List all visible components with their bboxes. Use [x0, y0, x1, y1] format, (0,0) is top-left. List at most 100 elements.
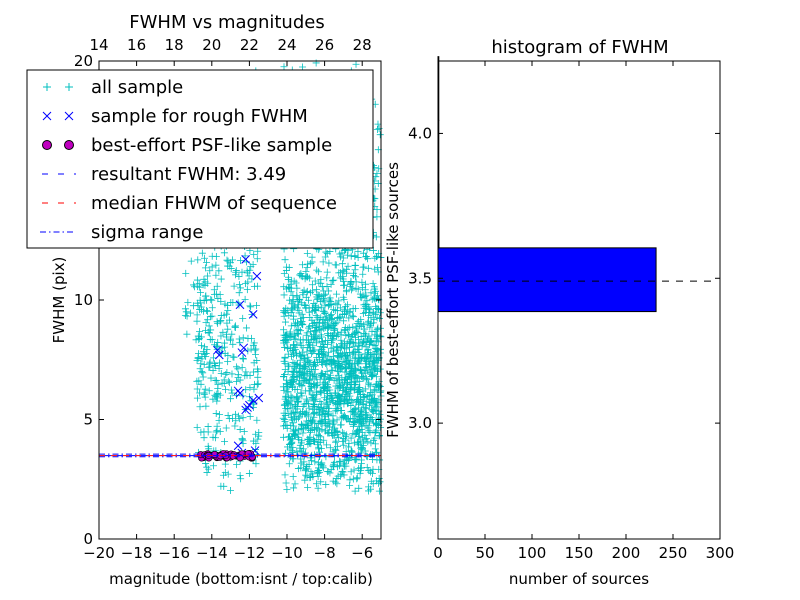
all-sample-point	[250, 359, 258, 367]
all-sample-point	[288, 446, 296, 454]
all-sample-point	[281, 417, 289, 425]
all-sample-point	[353, 388, 361, 396]
all-sample-point	[363, 463, 371, 471]
all-sample-point	[295, 376, 303, 384]
legend-plus-marker	[43, 83, 51, 91]
all-sample-point	[326, 294, 334, 302]
all-sample-point	[371, 254, 379, 262]
all-sample-point	[313, 266, 321, 274]
all-sample-point	[358, 278, 366, 286]
all-sample-point	[289, 384, 297, 392]
all-sample-point	[234, 371, 242, 379]
all-sample-point	[283, 330, 291, 338]
all-sample-point	[342, 302, 350, 310]
all-sample-point	[315, 279, 323, 287]
legend-box	[26, 69, 374, 249]
all-sample-point	[339, 293, 347, 301]
all-sample-point	[308, 281, 316, 289]
x-tick-label: 50	[475, 544, 494, 562]
all-sample-point	[331, 389, 339, 397]
all-sample-point	[360, 321, 368, 329]
all-sample-point	[317, 389, 325, 397]
all-sample-point	[371, 303, 379, 311]
all-sample-point	[373, 206, 381, 214]
all-sample-point	[187, 257, 195, 265]
all-sample-point	[202, 402, 210, 410]
legend-label: resultant FWHM: 3.49	[91, 164, 286, 185]
all-sample-point	[310, 381, 318, 389]
all-sample-point	[216, 318, 224, 326]
all-sample-point	[311, 458, 319, 466]
all-sample-point	[351, 456, 359, 464]
all-sample-point	[335, 384, 343, 392]
all-sample-point	[324, 321, 332, 329]
all-sample-point	[309, 319, 317, 327]
all-sample-point	[343, 265, 351, 273]
all-sample-point	[320, 394, 328, 402]
all-sample-point	[317, 433, 325, 441]
all-sample-point	[376, 431, 384, 439]
all-sample-point	[373, 314, 381, 322]
all-sample-point	[353, 428, 361, 436]
all-sample-point	[320, 287, 328, 295]
all-sample-point	[247, 345, 255, 353]
all-sample-point	[333, 319, 341, 327]
all-sample-point	[290, 376, 298, 384]
best-effort-point	[236, 454, 244, 462]
all-sample-point	[282, 379, 290, 387]
all-sample-point	[368, 405, 376, 413]
all-sample-point	[365, 483, 373, 491]
all-sample-point	[356, 464, 364, 472]
all-sample-point	[314, 464, 322, 472]
all-sample-point	[329, 412, 337, 420]
all-sample-point	[284, 399, 292, 407]
all-sample-point	[373, 367, 381, 375]
all-sample-point	[301, 476, 309, 484]
all-sample-point	[215, 365, 223, 373]
all-sample-point	[352, 339, 360, 347]
all-sample-point	[232, 268, 240, 276]
all-sample-point	[224, 412, 232, 420]
all-sample-point	[317, 342, 325, 350]
all-sample-point	[367, 353, 375, 361]
all-sample-point	[310, 409, 318, 417]
all-sample-point	[376, 131, 384, 139]
all-sample-point	[206, 335, 214, 343]
all-sample-point	[340, 441, 348, 449]
all-sample-point	[376, 411, 384, 419]
all-sample-point	[322, 481, 330, 489]
all-sample-point	[216, 411, 224, 419]
all-sample-point	[314, 484, 322, 492]
all-sample-point	[250, 282, 258, 290]
all-sample-point	[195, 283, 203, 291]
all-sample-point	[227, 265, 235, 273]
all-sample-point	[216, 391, 224, 399]
all-sample-point	[339, 254, 347, 262]
all-sample-point	[313, 286, 321, 294]
all-sample-point	[193, 385, 201, 393]
all-sample-point	[239, 354, 247, 362]
all-sample-point	[313, 469, 321, 477]
all-sample-point	[195, 350, 203, 358]
all-sample-point	[196, 403, 204, 411]
all-sample-point	[322, 399, 330, 407]
all-sample-point	[289, 359, 297, 367]
all-sample-point	[291, 345, 299, 353]
all-sample-point	[294, 430, 302, 438]
all-sample-point	[235, 335, 243, 343]
all-sample-point	[249, 261, 257, 269]
all-sample-point	[223, 301, 231, 309]
all-sample-point	[373, 380, 381, 388]
all-sample-point	[356, 417, 364, 425]
all-sample-point	[364, 255, 372, 263]
all-sample-point	[296, 339, 304, 347]
all-sample-point	[221, 386, 229, 394]
all-sample-point	[368, 469, 376, 477]
all-sample-point	[330, 276, 338, 284]
all-sample-point	[347, 397, 355, 405]
all-sample-point	[304, 358, 312, 366]
all-sample-point	[330, 418, 338, 426]
all-sample-point	[360, 393, 368, 401]
all-sample-point	[283, 388, 291, 396]
